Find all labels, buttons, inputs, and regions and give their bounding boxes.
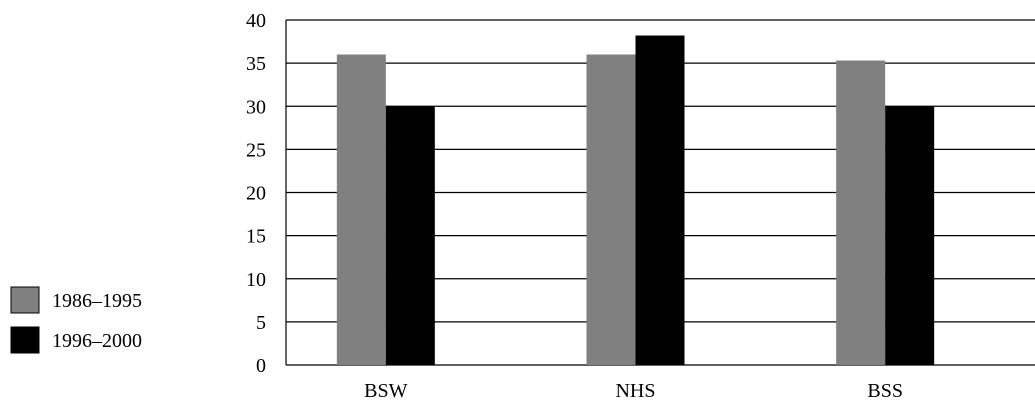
bar-nhs-series-1: [586, 54, 636, 365]
legend-label-1: 1986–1995: [52, 290, 142, 312]
bar-bsw-series-1: [336, 54, 386, 365]
y-tick-label: 10: [246, 269, 266, 291]
bar-bss-series-1: [836, 60, 886, 365]
legend: 1986–1995 1996–2000: [10, 286, 142, 354]
x-category-label: BSW: [364, 380, 407, 402]
bar-bss-series-2: [885, 106, 935, 365]
y-tick-label: 20: [246, 183, 266, 205]
legend-label-2: 1996–2000: [52, 330, 142, 352]
x-category-label: BSS: [867, 380, 903, 402]
y-tick-label: 0: [256, 355, 266, 377]
legend-swatch-1: [10, 286, 40, 314]
labels: 0 5 10 15 20 25 30 35 40 BSW NHS BSS: [246, 10, 903, 402]
y-tick-label: 5: [256, 312, 266, 334]
y-tick-label: 25: [246, 139, 266, 161]
legend-swatch-2: [10, 326, 40, 354]
x-category-label: NHS: [615, 380, 655, 402]
y-tick-label: 35: [246, 53, 266, 75]
bars: [336, 35, 935, 366]
bar-nhs-series-2: [635, 35, 685, 366]
bar-bsw-series-2: [385, 106, 435, 365]
y-tick-label: 15: [246, 226, 266, 248]
y-tick-label: 30: [246, 96, 266, 118]
y-tick-label: 40: [246, 10, 266, 32]
